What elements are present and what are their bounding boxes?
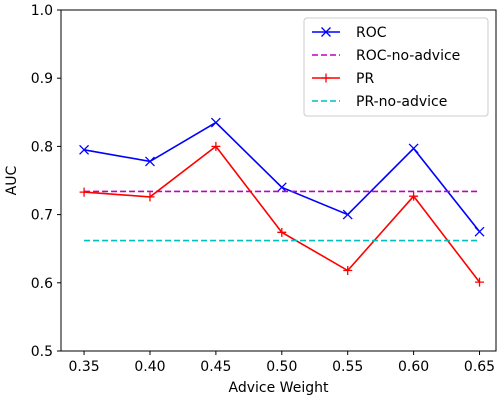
data-point-x-marker <box>145 156 155 167</box>
ticks-layer: 0.35 0.40 0.45 0.50 0.55 0.60 0.65 0.5 0.6 0.7 0.8… <box>31 3 495 375</box>
x-axis-label: Advice Weight <box>229 380 329 396</box>
legend-item-pr-no-advice: PR-no-advice <box>312 94 447 110</box>
plot-frame <box>60 9 497 352</box>
y-tick-label: 0.5 <box>31 344 53 360</box>
series-line-pr <box>84 145 481 283</box>
data-point-plus-marker <box>211 141 221 151</box>
y-tick-label: 1.0 <box>31 3 53 19</box>
data-point-plus-marker <box>79 187 89 197</box>
y-tick-label: 0.6 <box>31 276 53 292</box>
data-point-x-marker <box>79 144 90 155</box>
series-layer <box>79 117 485 287</box>
data-point-plus-marker <box>277 227 287 237</box>
legend: ROC ROC-no-advice PR PR-no-advice <box>303 17 489 117</box>
x-tick-label: 0.50 <box>266 359 297 375</box>
data-point-plus-marker <box>343 266 353 276</box>
y-axis-label: AUC <box>4 165 20 195</box>
y-tick-label: 0.8 <box>31 139 53 155</box>
legend-item-pr: PR <box>312 71 374 87</box>
data-point-x-marker <box>321 27 331 37</box>
x-tick-label: 0.40 <box>134 359 165 375</box>
x-tick-label: 0.65 <box>464 359 495 375</box>
legend-item-roc-no-advice: ROC-no-advice <box>312 48 460 64</box>
x-tick-label: 0.60 <box>398 359 429 375</box>
data-point-x-marker <box>474 226 485 237</box>
series-pr <box>79 141 485 287</box>
data-point-x-marker <box>342 209 353 220</box>
y-tick-label: 0.9 <box>31 71 53 87</box>
x-tick-label: 0.35 <box>68 359 99 375</box>
legend-label: ROC-no-advice <box>356 48 460 64</box>
data-point-x-marker <box>210 117 221 128</box>
data-point-plus-marker <box>321 73 331 83</box>
legend-label: PR <box>356 71 374 87</box>
y-tick-label: 0.7 <box>31 208 53 224</box>
data-point-x-marker <box>408 143 419 154</box>
data-point-plus-marker <box>409 191 419 201</box>
data-point-plus-marker <box>145 192 155 202</box>
series-roc <box>79 117 485 237</box>
data-point-x-marker <box>276 182 287 193</box>
legend-label: PR-no-advice <box>356 94 447 110</box>
series-line-roc <box>83 121 481 233</box>
legend-label: ROC <box>356 25 387 41</box>
legend-box <box>303 17 489 117</box>
legend-item-roc: ROC <box>312 25 387 41</box>
data-point-plus-marker <box>475 277 485 287</box>
x-tick-label: 0.45 <box>200 359 231 375</box>
x-tick-label: 0.55 <box>332 359 363 375</box>
